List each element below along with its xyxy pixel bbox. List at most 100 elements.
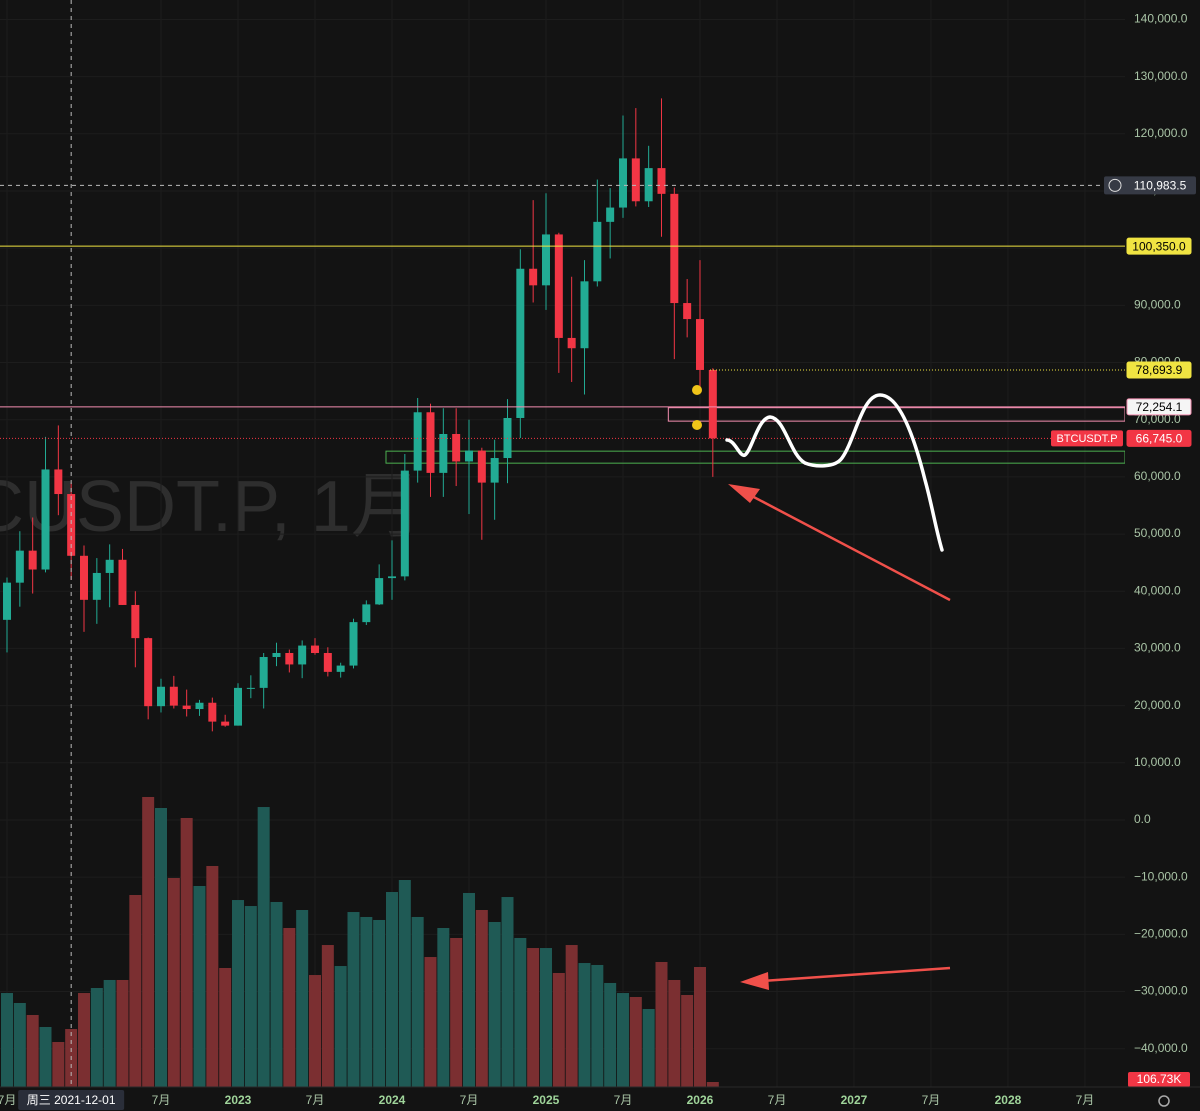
candle-body <box>336 665 345 672</box>
symbol-label: BTCUSDT.P <box>1056 433 1117 445</box>
x-tick-label: 7月 <box>1076 1093 1095 1107</box>
candle-body <box>92 572 101 600</box>
y-tick-label: 40,000.0 <box>1134 583 1181 597</box>
candle-body <box>41 469 50 570</box>
candle-body <box>541 234 550 286</box>
candle-body <box>708 369 717 439</box>
x-tick-label: 2025 <box>533 1093 560 1107</box>
volume-bar <box>193 886 206 1087</box>
price-label: 66,745.0 <box>1136 431 1183 445</box>
candle-body <box>323 653 332 672</box>
settings-icon[interactable] <box>1158 1095 1170 1107</box>
x-tick-label: 7月 <box>0 1093 16 1107</box>
volume-bar <box>450 937 463 1087</box>
candle-body <box>54 469 63 495</box>
candle-body <box>28 550 37 570</box>
volume-label: 106.73K <box>1137 1072 1182 1086</box>
candle-body <box>221 721 230 726</box>
volume-bar <box>52 1042 65 1087</box>
x-tick-label: 7月 <box>614 1093 633 1107</box>
candle-body <box>272 653 281 658</box>
x-tick-label: 7月 <box>306 1093 325 1107</box>
candle-body <box>567 337 576 349</box>
volume-bar <box>219 967 232 1087</box>
price-label-box <box>1126 398 1192 416</box>
volume-bar <box>655 961 668 1087</box>
candle-body <box>657 168 666 194</box>
y-tick-label: 140,000.0 <box>1134 12 1188 26</box>
x-tick-label: 7月 <box>460 1093 479 1107</box>
volume-bar <box>693 967 706 1087</box>
volume-bar <box>296 910 309 1087</box>
candle-body <box>670 193 679 304</box>
candle-body <box>464 450 473 462</box>
volume-bar <box>232 900 244 1087</box>
candle-body <box>490 458 499 483</box>
volume-bar <box>681 994 694 1087</box>
arrow <box>761 966 951 983</box>
price-label-box <box>1126 237 1192 255</box>
candle-body <box>208 702 217 722</box>
x-tick-label: 2026 <box>687 1093 714 1107</box>
candle-body <box>182 705 191 710</box>
crosshair-price-box <box>1104 176 1196 195</box>
price-label-box <box>1126 361 1192 379</box>
candle-body <box>644 168 653 202</box>
hand-drawn-curve <box>725 393 944 552</box>
candle-body <box>683 303 692 320</box>
candle-body <box>298 645 307 665</box>
candle-body <box>426 412 435 473</box>
x-tick-label: 2028 <box>995 1093 1022 1107</box>
y-tick-label: 10,000.0 <box>1134 755 1181 769</box>
volume-bar <box>180 817 193 1087</box>
candle-body <box>105 559 114 573</box>
time-axis <box>0 1087 1200 1111</box>
candle-body <box>310 645 319 654</box>
volume-bar <box>616 993 629 1087</box>
volume-bar <box>475 910 488 1087</box>
alert-icon[interactable] <box>692 420 702 430</box>
volume-bar <box>347 912 360 1087</box>
candle-body <box>15 550 24 583</box>
candle-body <box>695 319 704 370</box>
candle-body <box>400 470 409 577</box>
plus-icon[interactable] <box>1108 178 1122 192</box>
volume-bar <box>167 877 180 1087</box>
candle-body <box>169 686 178 706</box>
candle-body <box>439 433 448 473</box>
volume-bar <box>206 865 219 1087</box>
y-tick-label: 50,000.0 <box>1134 526 1181 540</box>
volume-bar <box>565 945 578 1087</box>
y-tick-label: −10,000.0 <box>1134 869 1188 883</box>
y-tick-label: 90,000.0 <box>1134 298 1181 312</box>
arrow-head <box>728 484 760 503</box>
alert-icon[interactable] <box>692 385 702 395</box>
crosshair-price-label: 110,983.5 <box>1134 179 1187 193</box>
volume-bar <box>39 1027 52 1087</box>
x-tick-label: 7月 <box>922 1093 941 1107</box>
volume-bar <box>411 916 424 1087</box>
volume-bar <box>539 948 552 1087</box>
volume-bar <box>385 892 398 1087</box>
volume-bar <box>501 897 514 1087</box>
candle-body <box>195 702 204 710</box>
y-tick-label: −20,000.0 <box>1134 927 1188 941</box>
y-tick-label: 70,000.0 <box>1134 412 1181 426</box>
crosshair-date-box <box>18 1090 125 1110</box>
x-tick-label: 7月 <box>768 1093 787 1107</box>
volume-bar <box>514 937 527 1087</box>
candle-body <box>246 687 255 689</box>
volume-bar <box>437 928 450 1087</box>
volume-bar <box>668 979 681 1087</box>
volume-bar <box>26 1015 39 1087</box>
x-tick-label: 2024 <box>379 1093 406 1107</box>
candle-body <box>593 221 602 282</box>
volume-bar <box>629 997 642 1087</box>
volume-bar <box>257 807 270 1087</box>
crosshair-date-label: 周三 2021-12-01 <box>27 1093 116 1107</box>
volume-bar <box>129 895 142 1087</box>
volume-label-box <box>1128 1072 1190 1087</box>
price-axis <box>1125 0 1200 1087</box>
volume-bar <box>578 963 591 1087</box>
arrow-head <box>740 972 769 990</box>
